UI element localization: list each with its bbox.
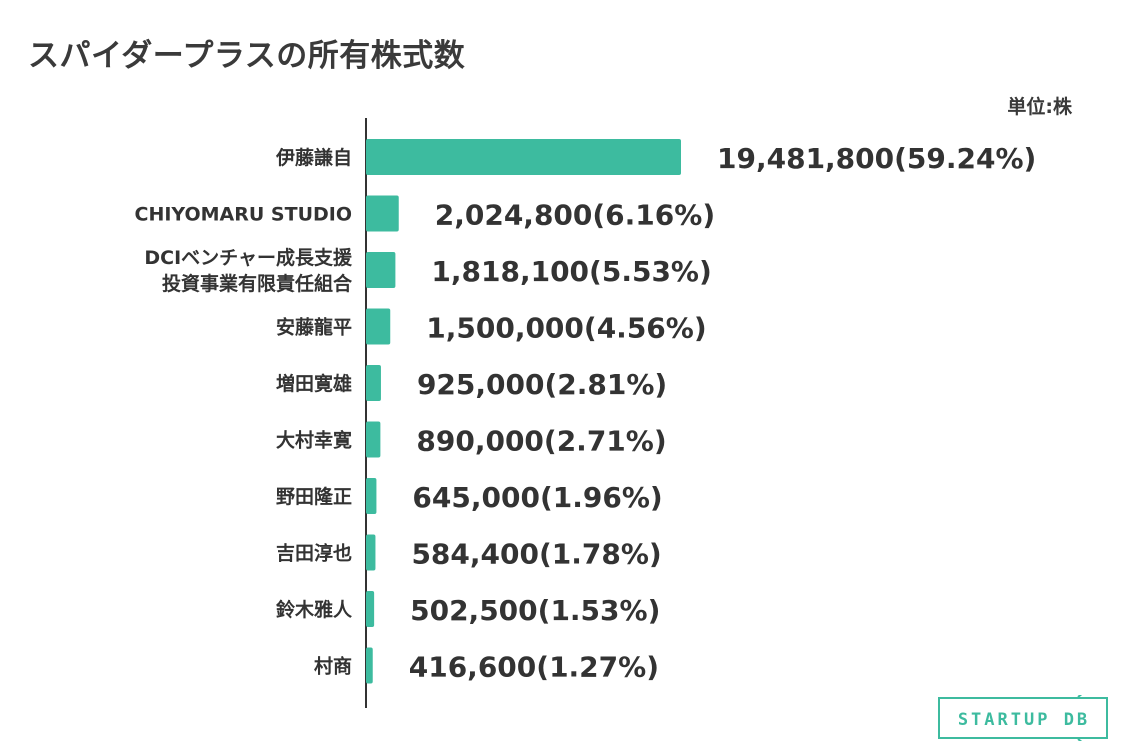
chart-title: スパイダープラスの所有株式数 (28, 38, 466, 74)
category-label-3: 安藤龍平 (276, 316, 352, 339)
category-label-line: DCIベンチャー成長支援 (144, 246, 353, 269)
category-label-4: 増田寛雄 (276, 372, 352, 395)
bar-8 (366, 591, 375, 627)
unit-label: 単位:株 (1007, 96, 1072, 118)
value-label-7: 584,400(1.78%) (411, 538, 661, 571)
value-label-8: 502,500(1.53%) (410, 594, 660, 627)
category-label-line: 吉田淳也 (276, 542, 352, 565)
logo-text: STARTUP DB (958, 710, 1090, 730)
bar-5 (366, 421, 381, 458)
bar-4 (366, 365, 381, 401)
category-label-9: 村商 (314, 655, 352, 678)
bar-2 (366, 252, 396, 288)
value-label-5: 890,000(2.71%) (416, 425, 666, 458)
value-label-3: 1,500,000(4.56%) (426, 312, 706, 345)
category-label-line: 大村幸寛 (276, 429, 352, 452)
bar-7 (366, 534, 376, 571)
category-label-line: 安藤龍平 (276, 316, 352, 339)
logo-frame (938, 697, 1108, 739)
category-label-line: 野田隆正 (276, 485, 352, 508)
bar-9 (366, 647, 373, 684)
category-label-line: 伊藤謙自 (275, 146, 352, 169)
bar-6 (366, 478, 377, 514)
startup-db-logo: STARTUP DB (938, 695, 1108, 741)
category-label-7: 吉田淳也 (276, 542, 352, 565)
value-label-9: 416,600(1.27%) (409, 651, 659, 684)
category-label-line: 鈴木雅人 (276, 598, 353, 621)
category-label-1: CHIYOMARU STUDIO (135, 204, 353, 226)
category-label-line: 投資事業有限責任組合 (162, 272, 353, 295)
category-label-8: 鈴木雅人 (276, 598, 353, 621)
bar-3 (366, 308, 391, 345)
value-label-1: 2,024,800(6.16%) (435, 199, 715, 232)
category-label-line: 村商 (314, 655, 352, 678)
value-label-2: 1,818,100(5.53%) (431, 255, 711, 288)
bar-0 (366, 139, 681, 175)
category-label-6: 野田隆正 (276, 485, 352, 508)
value-label-0: 19,481,800(59.24%) (717, 142, 1036, 175)
category-label-line: 増田寛雄 (276, 372, 352, 395)
value-label-6: 645,000(1.96%) (412, 481, 662, 514)
category-label-5: 大村幸寛 (276, 429, 352, 452)
value-label-4: 925,000(2.81%) (417, 368, 667, 401)
category-label-2: DCIベンチャー成長支援投資事業有限責任組合 (144, 246, 353, 295)
bar-1 (366, 195, 399, 232)
category-label-line: CHIYOMARU STUDIO (135, 204, 353, 226)
category-label-0: 伊藤謙自 (275, 146, 352, 169)
